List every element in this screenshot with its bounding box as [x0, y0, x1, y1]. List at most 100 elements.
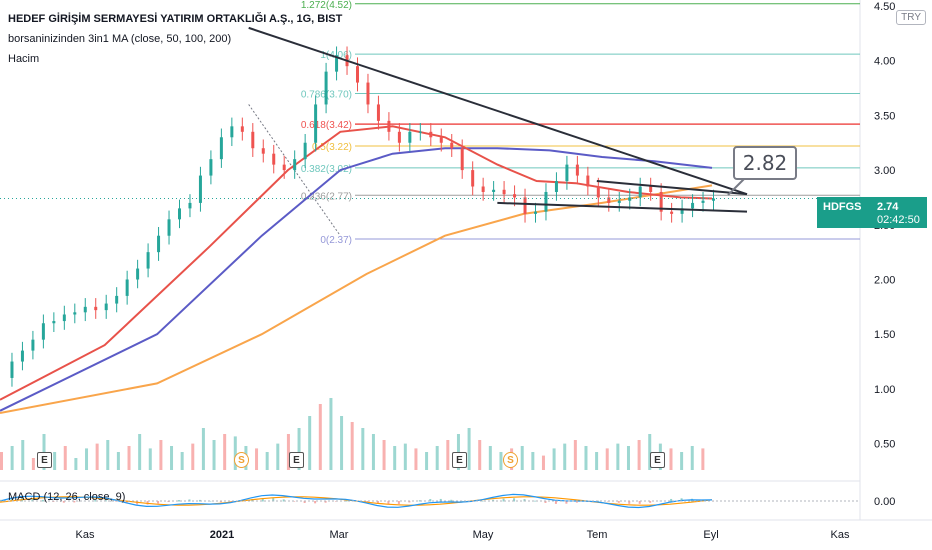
- volume-indicator-label[interactable]: Hacim: [8, 53, 40, 65]
- candle-body: [314, 104, 318, 143]
- volume-bar: [106, 440, 110, 470]
- split-event-marker[interactable]: S: [503, 452, 518, 468]
- macd-indicator-label[interactable]: MACD (12, 26, close, 9): [8, 491, 126, 503]
- volume-bar: [563, 443, 567, 470]
- volume-bar: [361, 428, 365, 470]
- earnings-event-marker[interactable]: E: [650, 452, 665, 468]
- volume-bar: [669, 448, 673, 470]
- volume-bar: [478, 440, 482, 470]
- currency-badge[interactable]: TRY: [896, 10, 926, 25]
- fib-level-label: 0(2.37): [320, 235, 352, 246]
- volume-bar: [148, 448, 152, 470]
- volume-bar: [0, 452, 3, 470]
- volume-bar: [159, 440, 163, 470]
- price-tag-symbol: HDFGS: [823, 201, 862, 213]
- volume-bar: [414, 448, 418, 470]
- candle-body: [460, 148, 464, 171]
- fib-level-label: 0.5(3.22): [312, 142, 352, 153]
- macd-histogram-bar: [376, 501, 379, 504]
- volume-bar: [138, 434, 142, 470]
- macd-histogram-bar: [188, 499, 191, 502]
- candle-body: [230, 126, 234, 138]
- candle-body: [104, 303, 108, 311]
- volume-bar: [286, 434, 290, 470]
- volume-bar: [233, 436, 237, 470]
- trendline: [497, 201, 748, 213]
- macd-histogram-bar: [575, 501, 578, 503]
- candle-body: [376, 104, 380, 121]
- volume-bar: [21, 440, 25, 470]
- macd-histogram-bar: [272, 498, 275, 502]
- x-tick-label: Tem: [587, 529, 608, 541]
- volume-bar: [616, 443, 620, 470]
- y-tick-label: 4.50: [874, 1, 895, 13]
- volume-bar: [10, 446, 14, 470]
- volume-bar: [265, 452, 269, 470]
- x-tick-label: Kas: [831, 529, 850, 541]
- volume-bar: [541, 455, 545, 470]
- macd-histogram-bar: [178, 500, 180, 502]
- macd-histogram-bar: [649, 501, 652, 503]
- macd-histogram-bar: [387, 501, 390, 505]
- macd-histogram-bar: [198, 499, 201, 502]
- candle-body: [52, 321, 56, 324]
- x-tick-label: Mar: [330, 529, 349, 541]
- candle-body: [178, 208, 181, 220]
- x-tick-label: May: [473, 529, 494, 541]
- macd-histogram-bar: [282, 499, 285, 502]
- earnings-event-marker[interactable]: E: [37, 452, 52, 468]
- volume-bar: [605, 448, 609, 470]
- macd-histogram-bar: [293, 501, 296, 502]
- volume-bar: [74, 458, 78, 470]
- fib-level-label: 0.382(3.02): [301, 164, 352, 175]
- volume-bar: [467, 428, 471, 470]
- volume-bar: [446, 440, 450, 470]
- volume-bar: [318, 404, 322, 470]
- trendline: [248, 26, 748, 196]
- candle-body: [534, 211, 537, 214]
- volume-bar: [648, 434, 652, 470]
- y-tick-label: 3.00: [874, 165, 895, 177]
- candle-body: [680, 208, 684, 214]
- macd-histogram-bar: [565, 501, 568, 504]
- volume-bar: [63, 446, 67, 470]
- split-event-marker[interactable]: S: [234, 452, 249, 468]
- candle-body: [73, 312, 77, 315]
- volume-bar: [116, 452, 120, 470]
- candle-body: [62, 314, 66, 322]
- candle-body: [251, 131, 255, 149]
- volume-bar: [637, 440, 641, 470]
- macd-histogram-bar: [397, 501, 400, 504]
- candle-body: [10, 361, 14, 378]
- y-tick-label: 1.50: [874, 329, 895, 341]
- candle-body: [83, 306, 87, 313]
- volume-bar: [393, 446, 397, 470]
- volume-bar: [85, 448, 89, 470]
- candle-body: [136, 268, 140, 280]
- volume-bar: [425, 452, 429, 470]
- candle-body: [157, 235, 161, 253]
- volume-bar: [350, 422, 354, 470]
- candle-body: [397, 131, 401, 143]
- macd-histogram-bar: [167, 501, 170, 503]
- volume-bar: [595, 452, 599, 470]
- volume-bar: [127, 446, 131, 470]
- candle-body: [544, 191, 548, 212]
- candle-body: [554, 181, 558, 192]
- volume-bar: [191, 443, 195, 470]
- volume-bar: [340, 416, 344, 470]
- macd-histogram-bar: [303, 501, 306, 503]
- volume-bar: [403, 443, 407, 470]
- volume-bar: [212, 440, 216, 470]
- macd-histogram-bar: [73, 501, 76, 503]
- ma-indicator-label[interactable]: borsaninizinden 3in1 MA (close, 50, 100,…: [8, 33, 232, 45]
- candle-body: [387, 120, 391, 132]
- candle-body: [408, 131, 412, 143]
- macd-histogram-bar: [638, 501, 641, 504]
- earnings-event-marker[interactable]: E: [289, 452, 304, 468]
- volume-bar: [95, 443, 99, 470]
- price-callout[interactable]: 2.82: [733, 146, 797, 180]
- earnings-event-marker[interactable]: E: [452, 452, 467, 468]
- volume-bar: [170, 446, 174, 470]
- macd-histogram-bar: [502, 498, 505, 502]
